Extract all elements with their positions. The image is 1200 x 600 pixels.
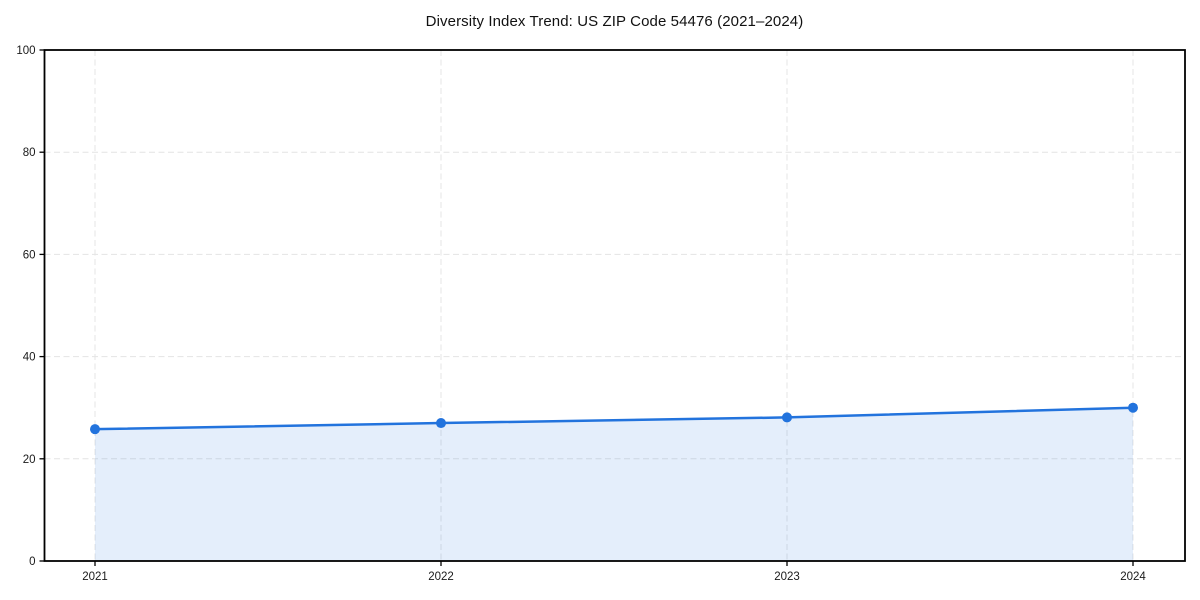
y-tick-label: 100 [16,45,35,57]
x-tick-label: 2021 [82,571,108,583]
x-tick-label: 2024 [1120,571,1146,583]
y-tick-label: 20 [23,454,36,466]
plot-border [43,49,1186,562]
y-tick-label: 60 [23,249,36,261]
area-fill [95,407,1133,561]
y-tick-label: 40 [23,352,36,364]
x-tick-label: 2022 [428,571,454,583]
x-tick-label: 2023 [774,571,800,583]
data-point-marker [436,418,446,429]
data-point-marker [1128,402,1138,413]
y-tick-label: 80 [23,147,36,159]
y-tick-label: 0 [29,556,35,568]
trend-line [93,406,1135,431]
data-point-marker [90,424,100,435]
chart-title: Diversity Index Trend: US ZIP Code 54476… [425,13,804,30]
data-point-marker [782,412,792,423]
